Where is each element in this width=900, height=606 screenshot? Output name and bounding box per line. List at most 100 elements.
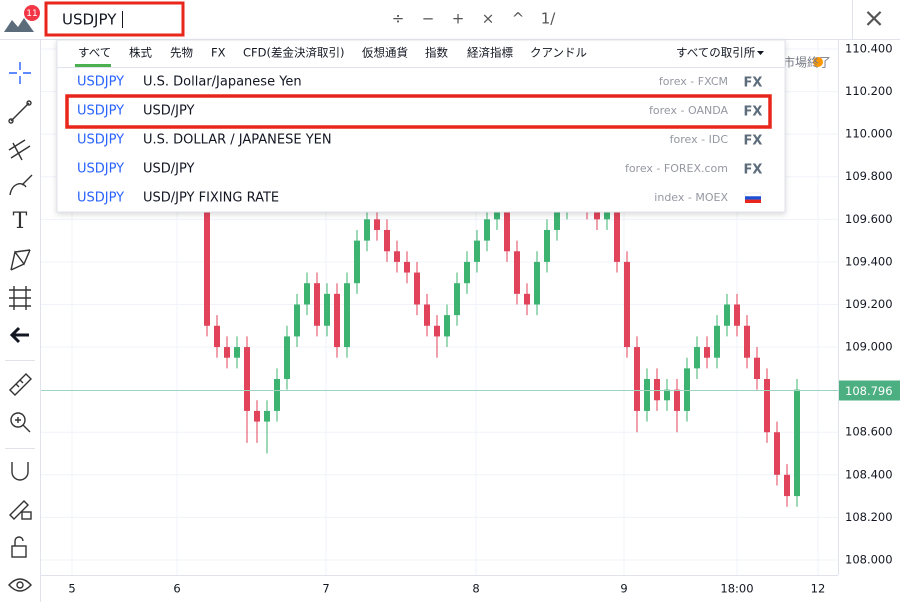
candle-body: [554, 208, 560, 230]
candle-body: [424, 304, 430, 326]
candle-body: [384, 229, 390, 252]
result-list: USDJPY U.S. Dollar/Japanese Yen forex - FX…: [77, 75, 763, 206]
logo[interactable]: 11: [4, 5, 40, 32]
zoom-tool[interactable]: [10, 412, 31, 433]
filter-tab[interactable]: FX: [211, 46, 226, 60]
candle-body: [594, 208, 600, 220]
magnet-tool[interactable]: [11, 462, 29, 481]
candle-body: [734, 304, 740, 326]
candle-body: [674, 389, 680, 411]
candle-body: [654, 378, 660, 401]
candle-body: [514, 251, 520, 294]
result-exchange: forex - FOREX.com: [625, 162, 728, 175]
filter-tab[interactable]: クアンドル: [530, 46, 587, 60]
filter-tab[interactable]: 先物: [170, 46, 193, 60]
unlock-tool[interactable]: [11, 536, 27, 558]
left-toolbar: T: [5, 62, 35, 592]
candle-body: [784, 474, 790, 497]
pattern-tool[interactable]: [10, 249, 31, 271]
candle-body: [544, 229, 550, 262]
filter-tab[interactable]: 指数: [425, 46, 448, 60]
result-exchange: forex - OANDA: [649, 104, 728, 117]
candle-body: [764, 378, 770, 433]
tool-button[interactable]: 1/: [541, 10, 557, 28]
time-tick-label: 7: [322, 582, 329, 596]
prediction-tool[interactable]: [9, 286, 31, 310]
notification-badge[interactable]: [24, 5, 40, 21]
result-description: USD/JPY FIXING RATE: [143, 191, 279, 206]
price-tick-label: 108.600: [845, 425, 893, 439]
result-type: FX: [744, 134, 763, 149]
toolbar: ÷ − + × ^ 1/: [392, 10, 557, 28]
candle-body: [644, 378, 650, 411]
candle-body: [364, 219, 370, 241]
tool-button[interactable]: ^: [512, 10, 525, 28]
logo-icon[interactable]: [4, 18, 34, 32]
result-symbol: USDJPY: [77, 133, 124, 148]
result-symbol: USDJPY: [77, 191, 124, 206]
tool-button[interactable]: ×: [482, 10, 495, 28]
filter-tab[interactable]: 仮想通貨: [362, 46, 408, 60]
flag-stripe: [745, 199, 761, 203]
filter-tab[interactable]: CFD(差金決済取引): [243, 46, 344, 60]
result-symbol: USDJPY: [77, 75, 124, 90]
trendline-tool[interactable]: [8, 100, 32, 124]
candle-body: [704, 347, 710, 358]
time-tick-label: 5: [68, 582, 75, 596]
time-tick-label: 8: [472, 582, 479, 596]
back-arrow[interactable]: [9, 326, 29, 344]
result-exchange: index - MOEX: [654, 191, 728, 204]
candle-body: [434, 325, 440, 337]
candle-body: [724, 304, 730, 326]
result-exchange: forex - FXCM: [659, 75, 728, 88]
filter-tabs: すべて 株式 先物 FX CFD(差金決済取引) 仮想通貨 指数 経済指標 クアンドル: [75, 46, 587, 67]
result-description: U.S. DOLLAR / JAPANESE YEN: [143, 133, 332, 148]
candle-body: [774, 432, 780, 475]
price-tick-label: 109.200: [845, 297, 893, 311]
price-tick-label: 110.200: [845, 84, 893, 98]
filter-tab[interactable]: 株式: [129, 46, 152, 60]
candle-body: [234, 347, 240, 358]
tool-button[interactable]: −: [422, 10, 435, 28]
result-exchange: forex - IDC: [670, 133, 729, 146]
time-tick-label: 9: [620, 582, 627, 596]
tool-button[interactable]: +: [452, 10, 465, 28]
candle-body: [754, 357, 760, 379]
candle-body: [534, 261, 540, 305]
filter-tab[interactable]: 経済指標: [467, 46, 513, 60]
time-tick-label: 18:00: [720, 582, 753, 596]
text-tool[interactable]: T: [13, 209, 28, 234]
candle-body: [634, 347, 640, 411]
candle-body: [624, 261, 630, 348]
tool-button[interactable]: ÷: [392, 10, 405, 28]
candle-body: [794, 389, 800, 497]
candle-body: [614, 198, 620, 262]
lock-drawing-tool[interactable]: [9, 500, 32, 520]
search-input[interactable]: [44, 1, 185, 37]
flag-stripe: [744, 192, 762, 197]
candle-body: [304, 283, 310, 305]
filter-tab[interactable]: すべて: [78, 46, 111, 60]
candle-body: [454, 283, 460, 316]
brush-tool[interactable]: [9, 174, 33, 196]
search-text: USDJPY: [62, 11, 117, 29]
market-status: 市場終了: [783, 55, 831, 70]
search-dropdown: すべて 株式 先物 FX CFD(差金決済取引) 仮想通貨 指数 経済指標 クアンドル すべての…: [56, 39, 786, 213]
flag-stripe: [745, 196, 761, 200]
exchange-filter[interactable]: すべての取引所: [676, 46, 756, 60]
visibility-tool[interactable]: [8, 578, 32, 592]
candle-body: [664, 389, 670, 401]
candle-body: [374, 219, 380, 230]
candle-body: [294, 304, 300, 337]
candle-body: [694, 347, 700, 369]
pitchfork-tool[interactable]: [8, 139, 31, 161]
price-tick-label: 109.000: [845, 340, 893, 354]
candle-body: [714, 325, 720, 358]
ruler-tool[interactable]: [9, 373, 32, 396]
close-button[interactable]: ×: [863, 4, 885, 34]
candle-body: [394, 251, 400, 262]
crosshair-tool[interactable]: [9, 62, 31, 84]
candle-body: [204, 198, 210, 326]
candle-body: [474, 240, 480, 262]
